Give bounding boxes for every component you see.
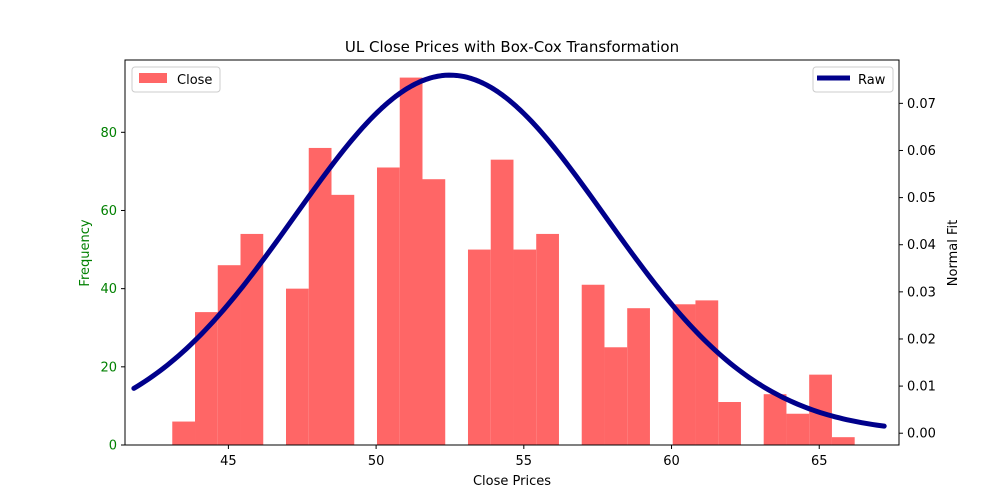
histogram-bar	[809, 374, 832, 445]
normal-fit-layer	[131, 72, 887, 429]
y-left-tick-label: 80	[100, 126, 117, 141]
y-axis-left: 0 20 40 60 80	[100, 126, 125, 454]
y-right-tick-label: 0.03	[907, 285, 936, 300]
x-tick-label: 45	[220, 454, 237, 469]
y-right-tick-label: 0.02	[907, 332, 936, 347]
x-axis-label: Close Prices	[473, 474, 551, 489]
y-left-tick-label: 0	[109, 439, 117, 454]
legend-raw-frame	[812, 66, 894, 93]
histogram-bar	[490, 159, 514, 446]
y-right-tick-label: 0.00	[907, 427, 936, 442]
histogram-bar	[422, 179, 446, 445]
histogram-bar	[376, 167, 400, 446]
legend-raw-label: Raw	[858, 73, 886, 88]
histogram-bar	[581, 284, 605, 445]
legend-close-label: Close	[177, 73, 212, 88]
legend-close-swatch	[139, 73, 167, 83]
x-tick-label: 65	[811, 454, 828, 469]
legend-close: Close	[131, 66, 221, 93]
histogram-bar	[672, 304, 696, 445]
histogram-bar	[172, 421, 196, 445]
chart-title: UL Close Prices with Box-Cox Transformat…	[345, 38, 679, 56]
histogram-bar	[331, 194, 355, 445]
histogram-bar	[604, 347, 628, 445]
x-tick-label: 60	[663, 454, 680, 469]
normal-fit-line	[131, 72, 887, 429]
x-axis: 45 50 55 60 65	[220, 445, 828, 469]
y-axis-label-right: Normal Fit	[946, 220, 961, 286]
histogram-bar	[786, 413, 810, 445]
x-tick-label: 55	[516, 454, 533, 469]
histogram-bar	[763, 394, 787, 445]
histogram-bar	[195, 312, 218, 445]
legend-raw: Raw	[812, 66, 894, 93]
x-tick-label: 50	[368, 454, 385, 469]
y-left-tick-label: 40	[100, 282, 117, 297]
y-axis-right: 0.00 0.01 0.02 0.03 0.04 0.05 0.06 0.07	[899, 97, 936, 442]
histogram-bar	[308, 147, 332, 445]
y-right-tick-label: 0.07	[907, 97, 936, 112]
y-right-tick-label: 0.04	[907, 238, 936, 253]
y-axis-label-left: Frequency	[78, 219, 93, 286]
histogram-bar	[240, 233, 264, 445]
histogram-bars	[172, 77, 855, 446]
y-left-tick-label: 20	[100, 360, 117, 375]
histogram-bar	[627, 308, 650, 445]
plot-frame	[124, 59, 900, 446]
histogram-bar	[467, 249, 491, 445]
histogram-bar	[831, 437, 855, 445]
y-right-tick-label: 0.01	[907, 380, 936, 395]
y-left-tick-label: 60	[100, 204, 117, 219]
histogram-bar	[536, 233, 559, 445]
histogram-bar	[718, 402, 741, 445]
histogram-bar	[399, 77, 423, 445]
histogram-bar	[695, 300, 719, 445]
y-right-tick-label: 0.06	[907, 144, 936, 159]
y-right-tick-label: 0.05	[907, 191, 936, 206]
histogram-bar	[513, 249, 537, 445]
histogram-bar	[286, 288, 309, 445]
